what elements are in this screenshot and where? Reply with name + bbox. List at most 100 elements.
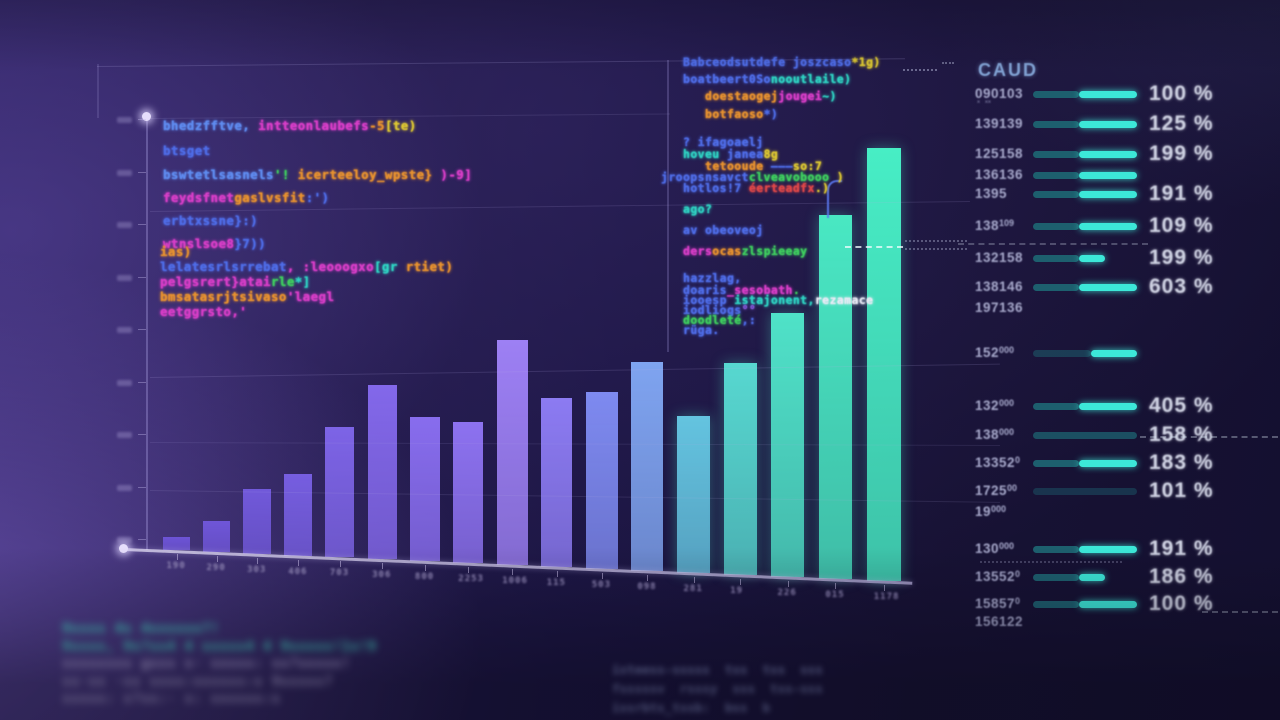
code-line: tetooude ———so:7	[705, 158, 823, 173]
stat-label: 152000	[975, 345, 1015, 360]
progress-bar-fill	[1033, 403, 1079, 410]
progress-bar	[1033, 432, 1137, 439]
progress-bar-fill	[1033, 223, 1079, 230]
code-line: doodleté,:	[683, 312, 757, 327]
progress-bar	[1033, 350, 1137, 357]
chart-bar	[243, 488, 271, 554]
stat-row: 138000 158 %	[975, 423, 1275, 453]
progress-bar-fill	[1079, 284, 1137, 291]
progress-bar-fill	[1033, 255, 1079, 262]
annotation-curve	[827, 180, 842, 218]
stat-row: 152000	[975, 345, 1275, 371]
code-line: av obeoveoj	[683, 223, 764, 238]
chart-bar	[410, 417, 440, 562]
code-line: dersocaszlspieeay	[683, 244, 808, 259]
chart-bar	[163, 537, 190, 551]
stat-percent: 183 %	[1149, 451, 1214, 474]
progress-bar-fill	[1033, 350, 1091, 357]
stat-percent: 405 %	[1149, 394, 1214, 417]
code-line: hoveu janea8g	[683, 146, 779, 161]
code-line: hotlos!7 éerteadfx.)	[683, 180, 830, 195]
stat-row: 19000	[975, 504, 1275, 530]
x-tick-label: 290	[206, 562, 226, 573]
code-line: ias)	[160, 244, 192, 259]
stat-row: 125158 199 %	[975, 142, 1275, 172]
progress-bar-fill	[1079, 121, 1137, 128]
x-tick-label: 226	[777, 587, 797, 598]
y-tick-label-blob	[117, 379, 132, 386]
dashed-line	[1140, 436, 1278, 438]
chart-bar	[586, 391, 618, 569]
x-tick-label: 015	[825, 589, 845, 600]
progress-bar-fill	[1079, 460, 1137, 467]
code-line: jroopsnsavctclveavobooo )	[661, 169, 845, 184]
panel-title: CAUD	[978, 60, 1038, 80]
code-line: wtnslsoe8}7))	[163, 236, 267, 251]
x-tick-label: 2253	[458, 573, 484, 584]
y-tick-label-blob	[117, 169, 132, 176]
chart-bar	[677, 415, 710, 573]
stat-row: 139139 125 %	[975, 112, 1275, 142]
stat-label: 132000	[975, 398, 1015, 413]
y-axis	[146, 116, 148, 550]
note-line: ss·ss ·ss ssss:ssssss:s 9sssss?	[62, 673, 333, 690]
x-tick-label: 703	[329, 568, 350, 579]
note-line: sssss: s?ss:· s: ssssss:s	[62, 691, 281, 707]
progress-bar-fill	[1079, 546, 1137, 553]
code-line: ? ifagoaelj	[683, 134, 764, 149]
stat-label: 19000	[975, 504, 1007, 519]
stat-label-sub: ˟ ˟˟	[977, 99, 991, 108]
y-axis-tick	[138, 381, 146, 383]
dotted-line	[942, 62, 954, 64]
code-line: doaris_sesobath.	[683, 282, 801, 297]
x-tick-label: 19	[730, 585, 744, 596]
axis-origin-dot	[119, 544, 128, 553]
separator-line-middle	[667, 60, 669, 352]
stat-label: 133520	[975, 455, 1021, 470]
chart-bar	[284, 473, 313, 556]
stat-label: 090103	[975, 86, 1024, 101]
code-line: rüga.	[683, 322, 720, 337]
progress-bar-fill	[1079, 574, 1105, 581]
code-line: doestaogejjougei~)	[705, 89, 837, 104]
y-axis-tick	[138, 486, 146, 488]
code-line: lelatesrlsrrebat, :leooogxo[gr rtiet)	[160, 259, 454, 274]
stat-label: 156122	[975, 614, 1024, 629]
x-tick-label: 800	[414, 572, 435, 583]
x-tick-label: 303	[247, 564, 267, 575]
code-line: feydsfnetgaslvsfit:')	[163, 190, 330, 205]
code-line: hazzlag,	[683, 271, 742, 286]
progress-bar-fill	[1033, 121, 1079, 128]
progress-bar	[1033, 151, 1137, 158]
x-axis-tick	[601, 572, 603, 579]
chart-bar	[818, 214, 853, 579]
progress-bar-fill	[1033, 191, 1079, 198]
stat-row: 136136	[975, 167, 1275, 193]
x-tick-label: 190	[166, 561, 186, 572]
progress-bar	[1033, 191, 1137, 198]
stat-row: 138109 109 %	[975, 214, 1275, 244]
progress-bar-fill	[1033, 172, 1079, 179]
code-line: bswtetlsasnels'! icerteeloy_wpste} )-9]	[163, 167, 473, 182]
stat-label: 138146	[975, 279, 1024, 294]
x-tick-label: 098	[637, 581, 657, 592]
y-tick-label-blob	[117, 537, 132, 543]
stat-row: 090103 ˟ ˟˟ 100 %	[975, 82, 1275, 112]
stat-row: 1395 191 %	[975, 182, 1275, 212]
stat-label: 136136	[975, 167, 1024, 182]
stat-row: 138146 603 %	[975, 275, 1275, 305]
code-line: pelgsrert}atairle*]	[160, 274, 311, 289]
chart-bar	[541, 397, 573, 567]
note-line: issrbts_tssb: bss b	[612, 700, 771, 715]
y-axis-tick	[138, 119, 146, 120]
stat-label: 197136	[975, 300, 1024, 315]
x-tick-label: 503	[591, 579, 612, 590]
x-tick-label: 406	[288, 566, 308, 577]
stat-label: 158570	[975, 596, 1021, 611]
code-line: Babceodsutdefe joszcaso*1g)	[683, 55, 881, 69]
note-line: fsssssv rsssy sss tss-sss	[612, 681, 823, 696]
code-line: erbtxssne}:)	[163, 213, 259, 228]
y-axis-tick	[138, 224, 146, 225]
frame-line-left	[97, 64, 99, 118]
